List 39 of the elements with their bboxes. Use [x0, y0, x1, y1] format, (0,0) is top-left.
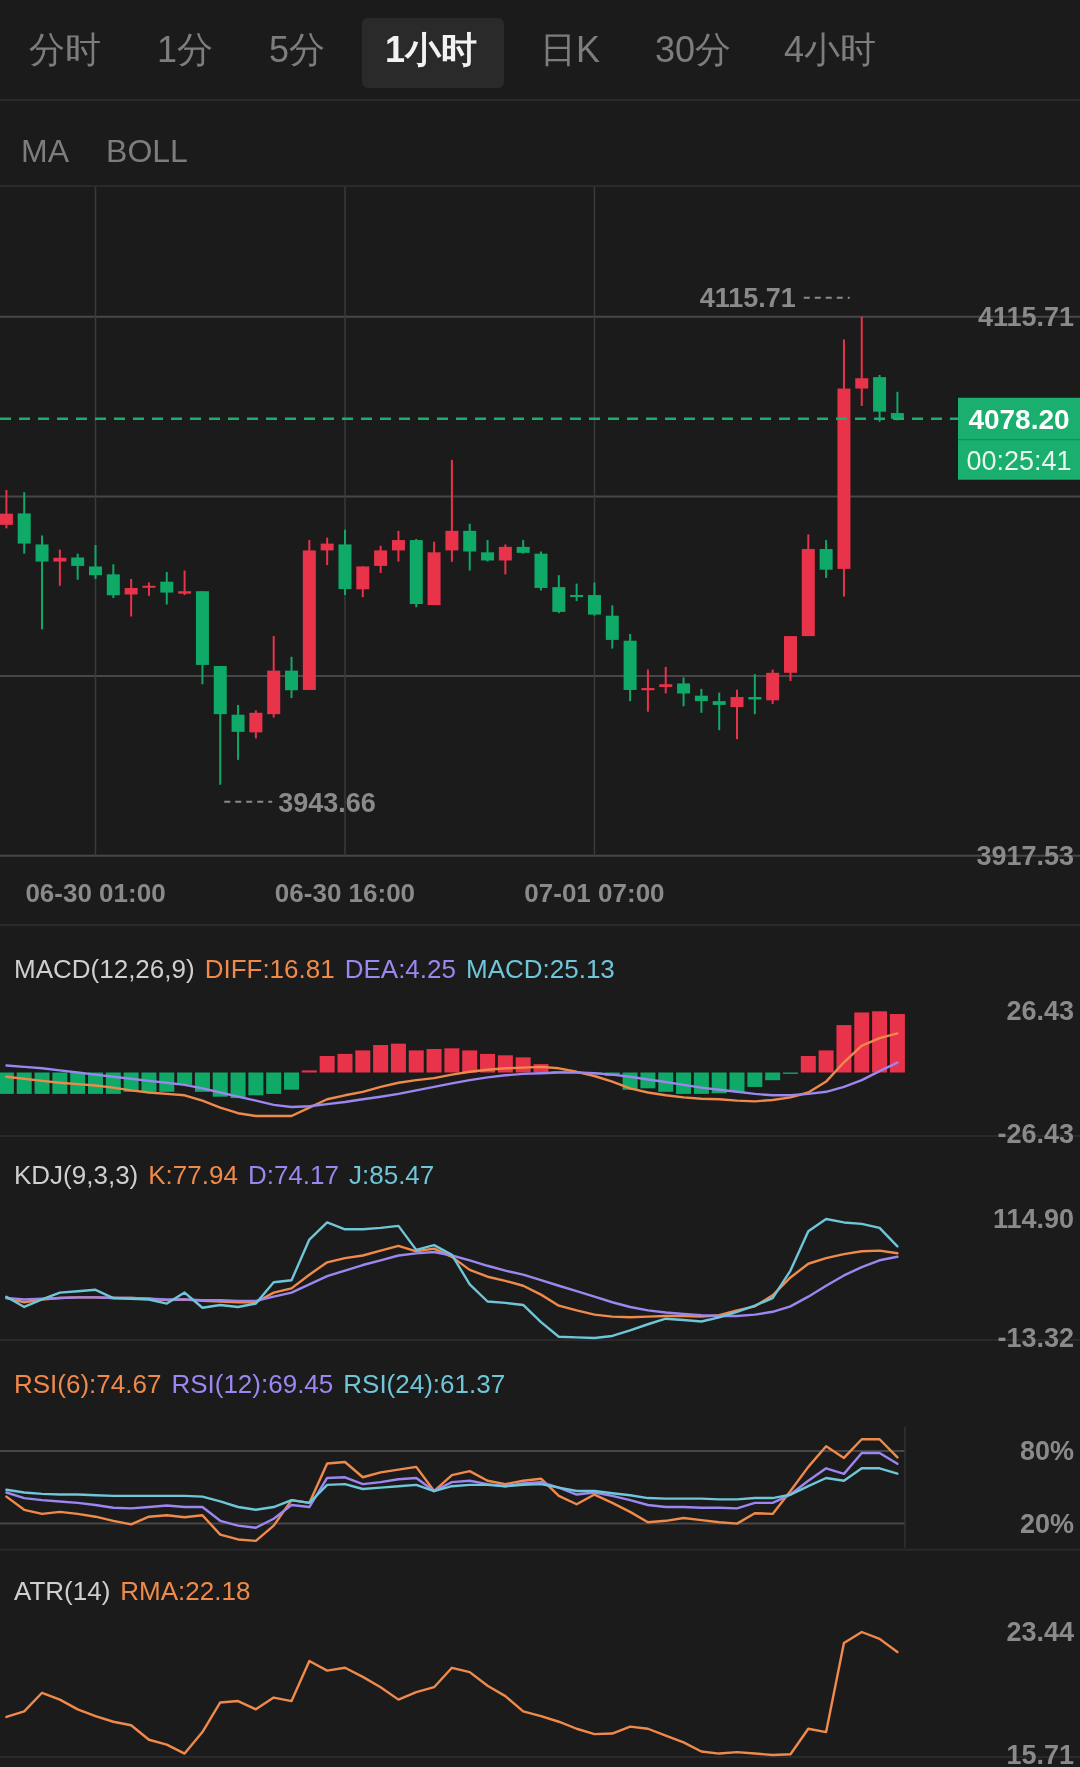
y-tick-label: 15.71 [1006, 1740, 1074, 1767]
x-tick-label: 06-30 01:00 [25, 878, 166, 908]
chart-title: MACD(12,26,9) [14, 954, 195, 984]
text: 1小时 [384, 29, 478, 70]
x-tick-label: 07-01 07:00 [524, 878, 665, 908]
text: K:77.94 [148, 1160, 238, 1190]
text: RSI(24):61.37 [343, 1369, 506, 1399]
y-tick-label: 4115.71 [977, 301, 1074, 332]
y-tick-label: 114.90 [992, 1204, 1074, 1234]
text: D:74.17 [247, 1160, 339, 1190]
text: 00:25:41 [966, 445, 1072, 476]
y-tick-label: 26.43 [1006, 996, 1074, 1026]
text: MA [21, 133, 70, 169]
text: DIFF:16.81 [204, 954, 335, 984]
y-tick-label: 23.44 [1006, 1617, 1074, 1647]
text: 日K [539, 29, 601, 70]
y-tick-label: -13.32 [997, 1323, 1074, 1353]
text: 4小时 [783, 29, 877, 70]
text: 30分 [654, 29, 732, 70]
text: DEA:4.25 [344, 954, 456, 984]
text: 1分 [156, 29, 214, 70]
x-tick-label: 06-30 16:00 [274, 878, 416, 908]
annotation: 4115.71 [699, 282, 796, 313]
text: BOLL [106, 133, 188, 169]
text: RSI(6):74.67 [14, 1369, 162, 1399]
chart-title: ATR(14) [14, 1576, 111, 1606]
annotation: 3943.66 [278, 787, 376, 818]
ref-line-label: 4078.20 [968, 403, 1070, 435]
y-tick-label: 80% [1019, 1436, 1074, 1466]
y-tick-label: -26.43 [997, 1119, 1074, 1149]
chart-title: KDJ(9,3,3) [14, 1160, 139, 1190]
y-tick-label: 3917.53 [976, 840, 1074, 871]
text: 5分 [268, 29, 326, 70]
y-tick-label: 20% [1019, 1508, 1074, 1539]
text: RMA:22.18 [120, 1576, 251, 1606]
text: RSI(12):69.45 [171, 1369, 334, 1399]
series-label: J:85.47 [348, 1160, 435, 1190]
text: MACD:25.13 [465, 954, 615, 984]
text: 分时 [29, 29, 101, 70]
